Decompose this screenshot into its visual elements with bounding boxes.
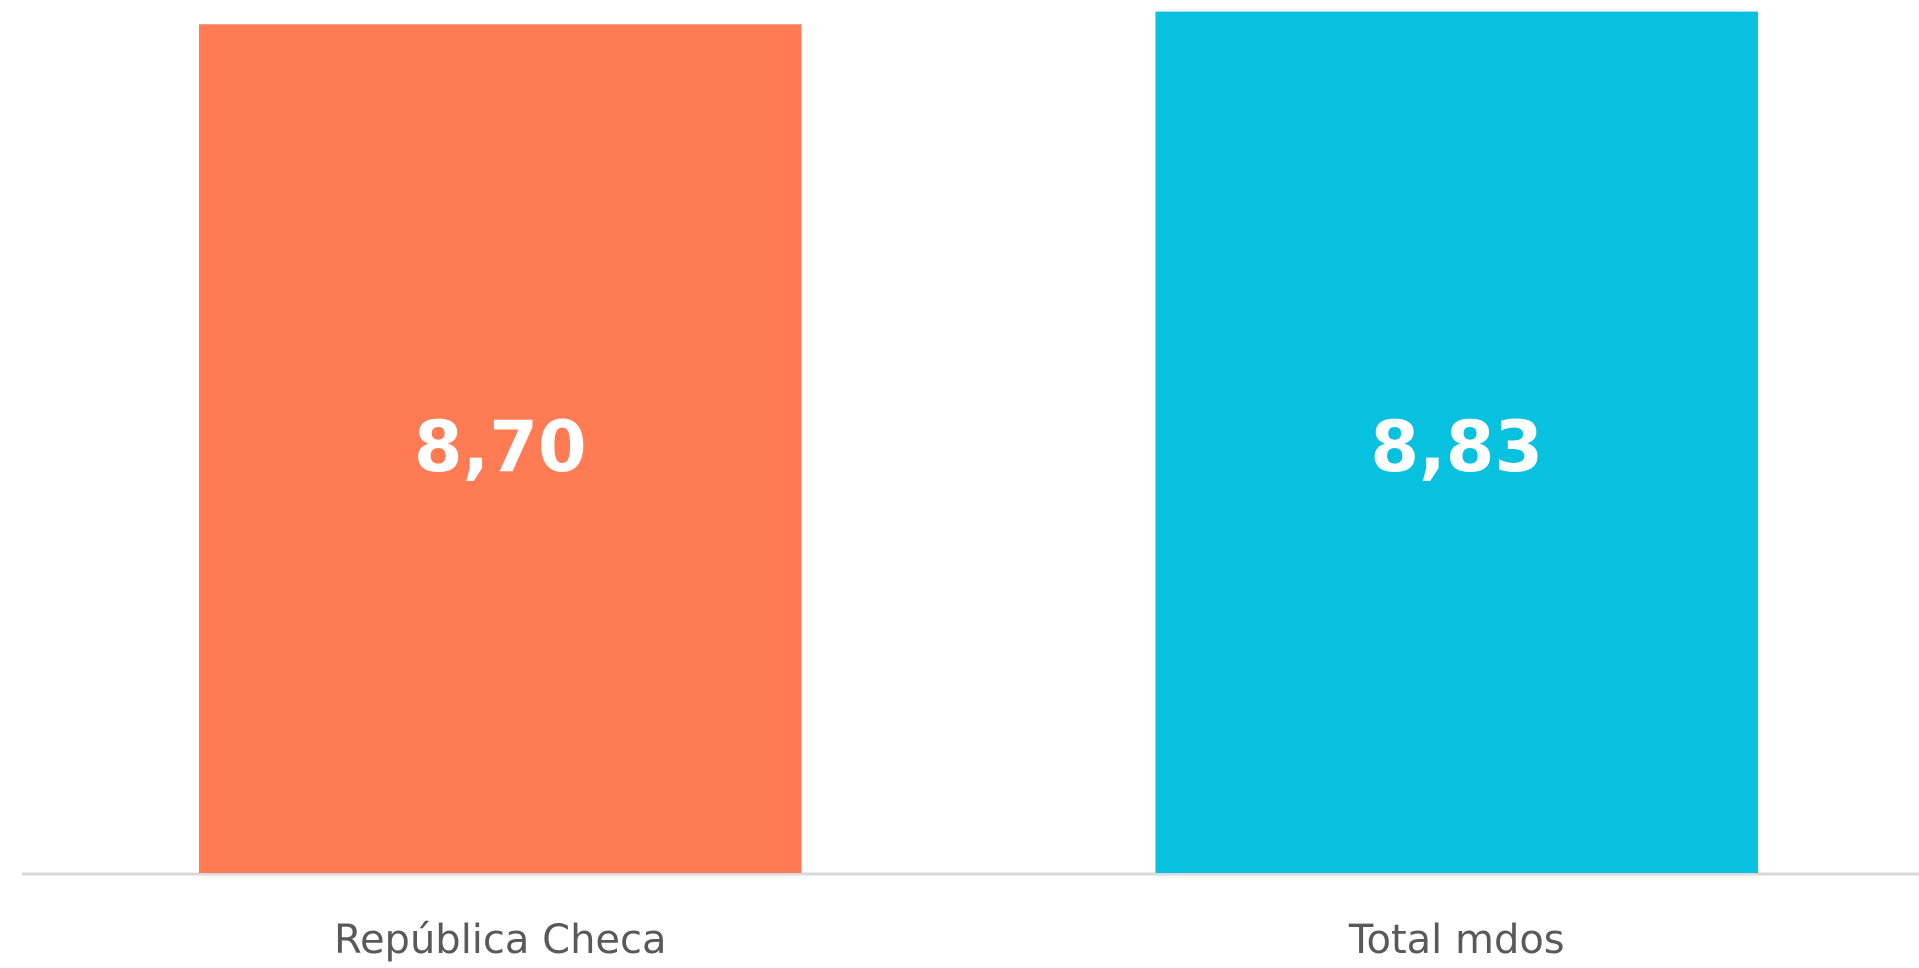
value-label: 8,83 xyxy=(1370,406,1543,488)
bar xyxy=(198,24,802,874)
x-tick-label: República Checa xyxy=(334,917,667,963)
bar xyxy=(1155,11,1759,873)
value-label: 8,70 xyxy=(414,406,587,488)
x-tick-label: Total mdos xyxy=(1348,917,1565,963)
